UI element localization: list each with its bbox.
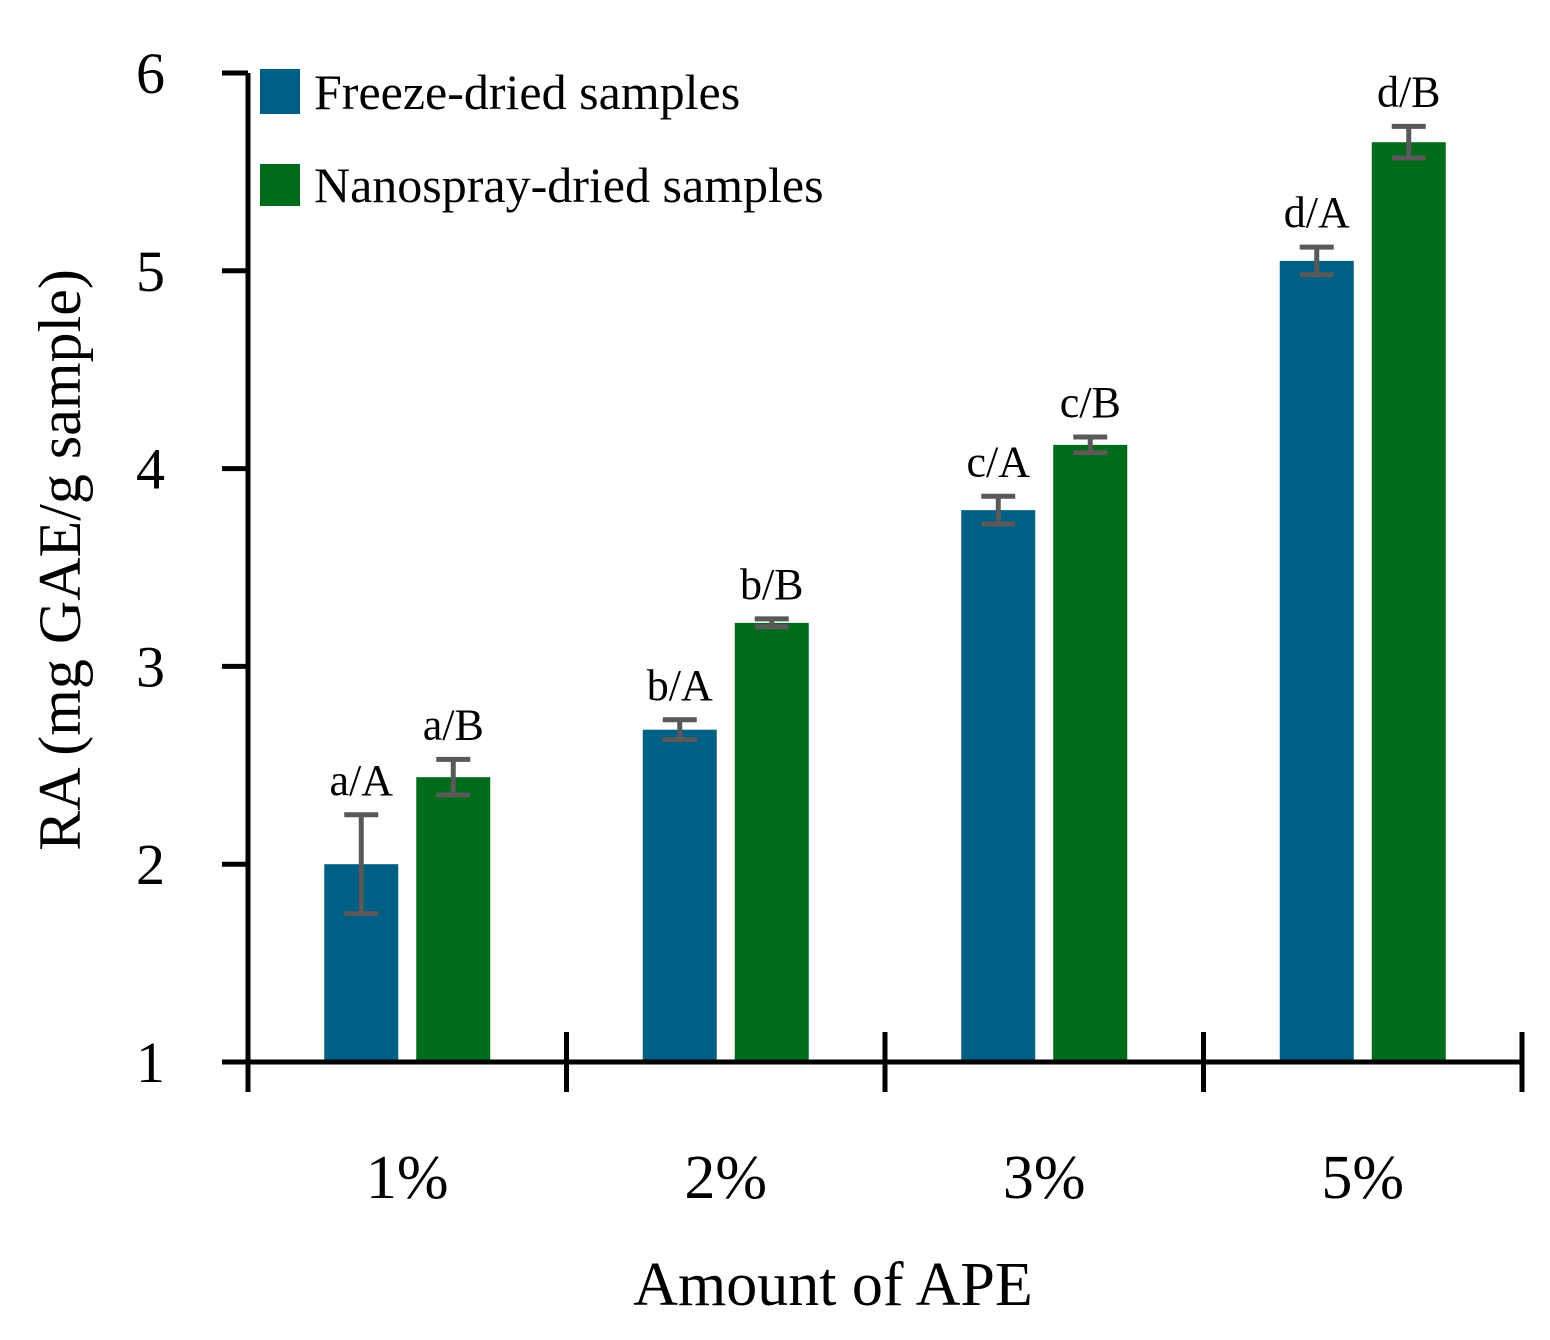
data-label: c/B	[1060, 378, 1121, 427]
legend: Freeze-dried samples Nanospray-dried sam…	[260, 64, 824, 213]
y-tick-label: 5	[136, 239, 165, 304]
x-axis-title: Amount of APE	[633, 1251, 1033, 1319]
error-bar	[436, 756, 471, 798]
data-label: d/A	[1284, 188, 1350, 237]
x-tick-label: 2%	[684, 1144, 767, 1212]
error-bar	[1073, 434, 1108, 456]
x-tick-label: 1%	[366, 1144, 449, 1212]
error-bar	[1299, 244, 1334, 278]
y-tick-label: 4	[136, 437, 165, 502]
error-bar	[344, 812, 379, 917]
bar-freeze-dried	[1279, 260, 1354, 1062]
error-bar	[1391, 123, 1426, 161]
y-tick-label: 6	[136, 41, 165, 106]
data-label: a/B	[423, 700, 484, 749]
error-bar	[662, 717, 697, 743]
y-axis-ticks: 1 2 3 4 5 6	[136, 41, 248, 1095]
y-tick-label: 1	[136, 1030, 165, 1095]
bar-nanospray-dried	[1371, 142, 1446, 1063]
x-tick-label: 3%	[1003, 1144, 1086, 1212]
data-label: b/A	[647, 661, 713, 710]
legend-label-freeze-dried: Freeze-dried samples	[314, 64, 740, 120]
x-tick-label: 5%	[1321, 1144, 1404, 1212]
data-label: a/A	[329, 756, 393, 805]
y-axis-title: RA (mg GAE/g sample)	[27, 269, 93, 851]
legend-swatch-freeze-dried	[260, 69, 300, 114]
data-label: b/B	[740, 560, 804, 609]
plot-area: a/A a/B b/A b/B c/A c/B d/A d/B	[324, 67, 1446, 1063]
y-tick-label: 2	[136, 832, 165, 897]
data-label: d/B	[1377, 67, 1441, 116]
data-label: c/A	[966, 437, 1030, 486]
error-bar	[981, 493, 1016, 527]
bar-freeze-dried	[961, 510, 1036, 1062]
bar-nanospray-dried	[1053, 444, 1128, 1062]
bar-nanospray-dried	[416, 777, 491, 1062]
y-tick-label: 3	[136, 634, 165, 699]
x-axis-ticks: 1% 2% 3% 5%	[245, 1032, 1525, 1212]
error-bar	[754, 616, 789, 630]
legend-label-nanospray-dried: Nanospray-dried samples	[314, 157, 824, 213]
bar-freeze-dried	[642, 729, 717, 1062]
legend-swatch-nanospray-dried	[260, 164, 300, 206]
bar-nanospray-dried	[734, 622, 809, 1062]
